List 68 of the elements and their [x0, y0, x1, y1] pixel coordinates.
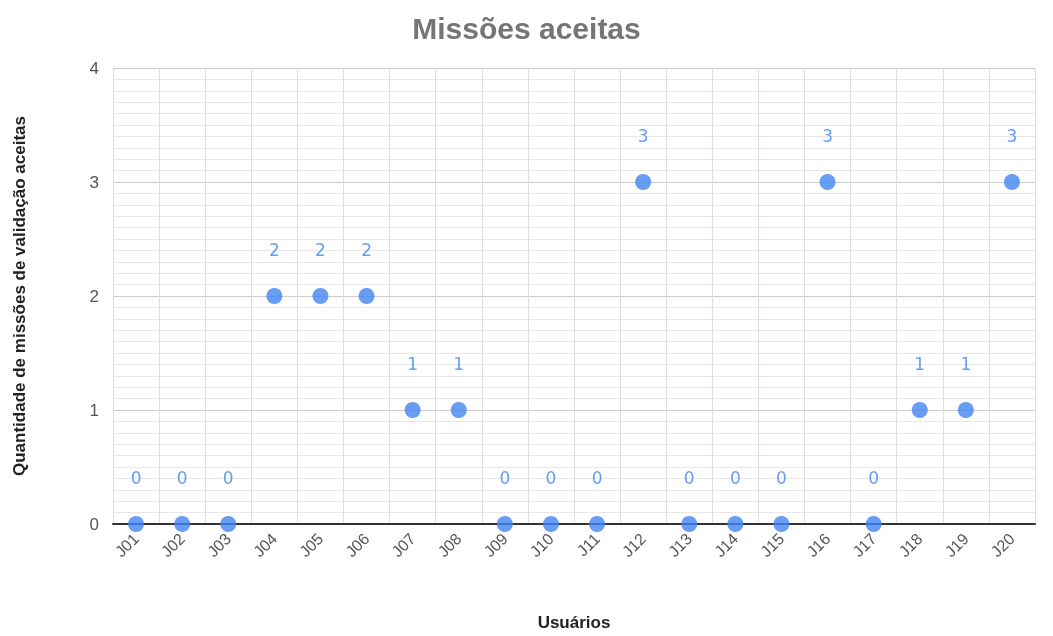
- point: [496, 516, 513, 532]
- point: [1003, 174, 1020, 190]
- y-tick-label: 0: [89, 514, 99, 534]
- x-tick-label: J09: [480, 529, 511, 561]
- x-tick-label: J14: [711, 529, 742, 561]
- data-label: 0: [222, 467, 234, 488]
- point: [220, 516, 237, 532]
- x-tick-label: J12: [618, 529, 650, 561]
- data-label: 0: [176, 467, 188, 488]
- y-tick-label: 4: [89, 58, 99, 78]
- data-label: 2: [315, 239, 326, 260]
- point: [450, 402, 467, 418]
- point: [128, 516, 145, 532]
- data-label: 0: [545, 467, 557, 488]
- point: [819, 174, 836, 190]
- data-label: 0: [499, 467, 511, 488]
- x-tick-label: J01: [111, 529, 143, 561]
- y-tick-label: 3: [89, 172, 99, 192]
- x-tick-label: J11: [573, 529, 604, 560]
- point: [681, 516, 698, 532]
- chart-title: Missões aceitas: [412, 11, 641, 45]
- x-axis-title: Usuários: [537, 613, 611, 632]
- data-label: 0: [683, 467, 695, 488]
- point: [174, 516, 191, 532]
- data-label: 2: [361, 239, 372, 260]
- point: [542, 516, 559, 532]
- point: [266, 288, 283, 304]
- x-tick-label: J15: [757, 529, 788, 561]
- x-tick-label: J07: [388, 529, 419, 561]
- x-tick-label: J18: [895, 529, 926, 561]
- data-label: 0: [776, 467, 787, 488]
- data-label: 1: [960, 353, 972, 374]
- point: [773, 516, 790, 532]
- x-tick-label: J05: [296, 529, 327, 561]
- x-tick-label: J06: [342, 529, 373, 561]
- data-label: 1: [407, 353, 419, 374]
- x-tick-label: J20: [987, 529, 1019, 561]
- x-tick-label: J19: [941, 529, 972, 561]
- point: [865, 516, 882, 532]
- point: [312, 288, 329, 304]
- point: [911, 402, 928, 418]
- x-tick-label: J04: [250, 529, 281, 561]
- y-axis-title: Quantidade de missões de validação aceitas: [10, 116, 29, 476]
- data-label: 0: [130, 467, 142, 488]
- y-tick-label: 1: [89, 400, 99, 420]
- point: [358, 288, 375, 304]
- data-label: 3: [1006, 125, 1018, 146]
- data-label: 3: [822, 125, 833, 146]
- x-tick-label: J16: [803, 529, 834, 561]
- x-tick-label: J13: [665, 529, 696, 561]
- point: [635, 174, 652, 190]
- x-tick-label: J17: [849, 529, 880, 561]
- data-label: 2: [268, 239, 280, 260]
- y-tick-label: 2: [89, 286, 99, 306]
- point: [589, 516, 606, 532]
- x-tick-label: J02: [157, 529, 189, 561]
- data-label: 3: [637, 125, 649, 146]
- point: [957, 402, 974, 418]
- x-tick-label: J03: [204, 529, 235, 561]
- data-label: 1: [453, 353, 465, 374]
- x-tick-label: J08: [434, 529, 465, 561]
- data-label: 0: [729, 467, 741, 488]
- point: [727, 516, 744, 532]
- data-label: 1: [914, 353, 926, 374]
- point: [404, 402, 421, 418]
- data-label: 0: [868, 467, 880, 488]
- data-label: 0: [591, 467, 603, 488]
- x-tick-label: J10: [526, 529, 558, 561]
